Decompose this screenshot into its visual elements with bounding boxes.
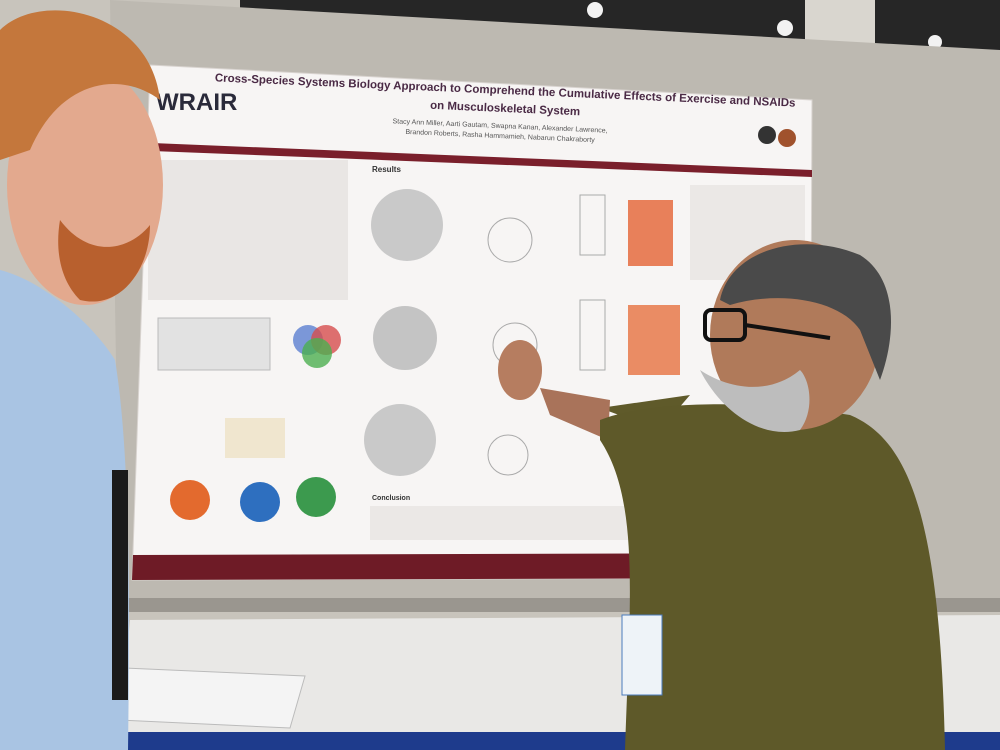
network-plot	[373, 306, 437, 370]
bar-panel	[225, 418, 285, 458]
diagram-box	[579, 299, 606, 371]
pathway-diagram	[487, 217, 533, 263]
hair	[720, 244, 892, 380]
venn	[302, 338, 332, 368]
pathway-diagram	[487, 434, 529, 476]
glasses-arm	[744, 323, 831, 340]
poster-header-rule	[152, 143, 812, 177]
shirt	[0, 270, 129, 750]
network-plot	[371, 189, 443, 261]
arm	[540, 388, 610, 440]
pillar	[805, 0, 875, 45]
bag-strap	[112, 470, 128, 700]
emblem	[778, 129, 796, 147]
light	[928, 35, 942, 49]
pie-chart	[296, 477, 336, 517]
section-heading: Conclusion	[372, 495, 410, 502]
diagram-box	[579, 194, 606, 256]
scatter-panel	[157, 317, 271, 371]
pie-chart	[170, 480, 210, 520]
hand	[498, 340, 542, 400]
badge	[621, 614, 663, 696]
light	[587, 2, 603, 18]
emblem	[758, 126, 776, 144]
heatmap	[628, 305, 680, 375]
beard	[700, 370, 810, 432]
hair	[0, 10, 160, 160]
paper	[117, 667, 306, 729]
network-plot	[364, 404, 436, 476]
pie-chart	[240, 482, 280, 522]
text-block	[148, 160, 348, 300]
logo: WRAIR	[156, 89, 237, 116]
heatmap	[628, 200, 673, 266]
section-heading: Results	[372, 165, 401, 174]
shirt	[600, 404, 945, 750]
light	[777, 20, 793, 36]
beard	[58, 220, 150, 302]
